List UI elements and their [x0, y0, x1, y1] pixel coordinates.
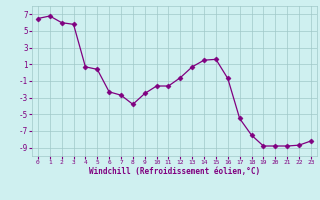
X-axis label: Windchill (Refroidissement éolien,°C): Windchill (Refroidissement éolien,°C): [89, 167, 260, 176]
